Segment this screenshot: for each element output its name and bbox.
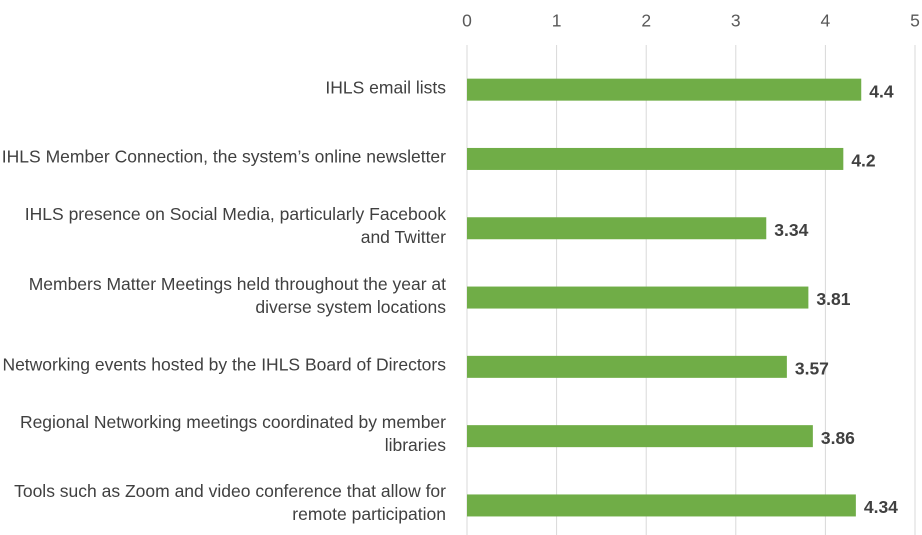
data-label: 3.86 bbox=[821, 428, 855, 448]
x-tick-label: 5 bbox=[910, 11, 920, 31]
x-tick-label: 3 bbox=[731, 11, 741, 31]
y-tick-label: Tools such as Zoom and video conference … bbox=[14, 481, 446, 525]
bar bbox=[467, 217, 767, 240]
bar bbox=[467, 147, 844, 170]
data-label: 3.81 bbox=[816, 289, 850, 309]
y-tick-label: IHLS presence on Social Media, particula… bbox=[24, 204, 446, 248]
data-label: 4.2 bbox=[851, 151, 876, 171]
bar bbox=[467, 494, 856, 517]
y-tick-label: Networking events hosted by the IHLS Boa… bbox=[2, 354, 446, 375]
x-tick-label: 0 bbox=[462, 11, 472, 31]
bar bbox=[467, 286, 809, 309]
x-tick-label: 4 bbox=[821, 11, 831, 31]
bar bbox=[467, 355, 787, 378]
x-tick-label: 1 bbox=[552, 11, 562, 31]
bar bbox=[467, 78, 862, 101]
y-tick-label: IHLS Member Connection, the system’s onl… bbox=[1, 146, 446, 167]
x-tick-label: 2 bbox=[641, 11, 651, 31]
data-label: 4.34 bbox=[864, 497, 898, 517]
y-tick-label: Members Matter Meetings held throughout … bbox=[28, 273, 446, 317]
y-tick-label: IHLS email lists bbox=[325, 77, 446, 98]
y-tick-label: Regional Networking meetings coordinated… bbox=[19, 412, 446, 456]
data-label: 4.4 bbox=[869, 81, 894, 101]
data-label: 3.34 bbox=[774, 220, 808, 240]
bar bbox=[467, 425, 813, 448]
data-label: 3.57 bbox=[795, 358, 829, 378]
